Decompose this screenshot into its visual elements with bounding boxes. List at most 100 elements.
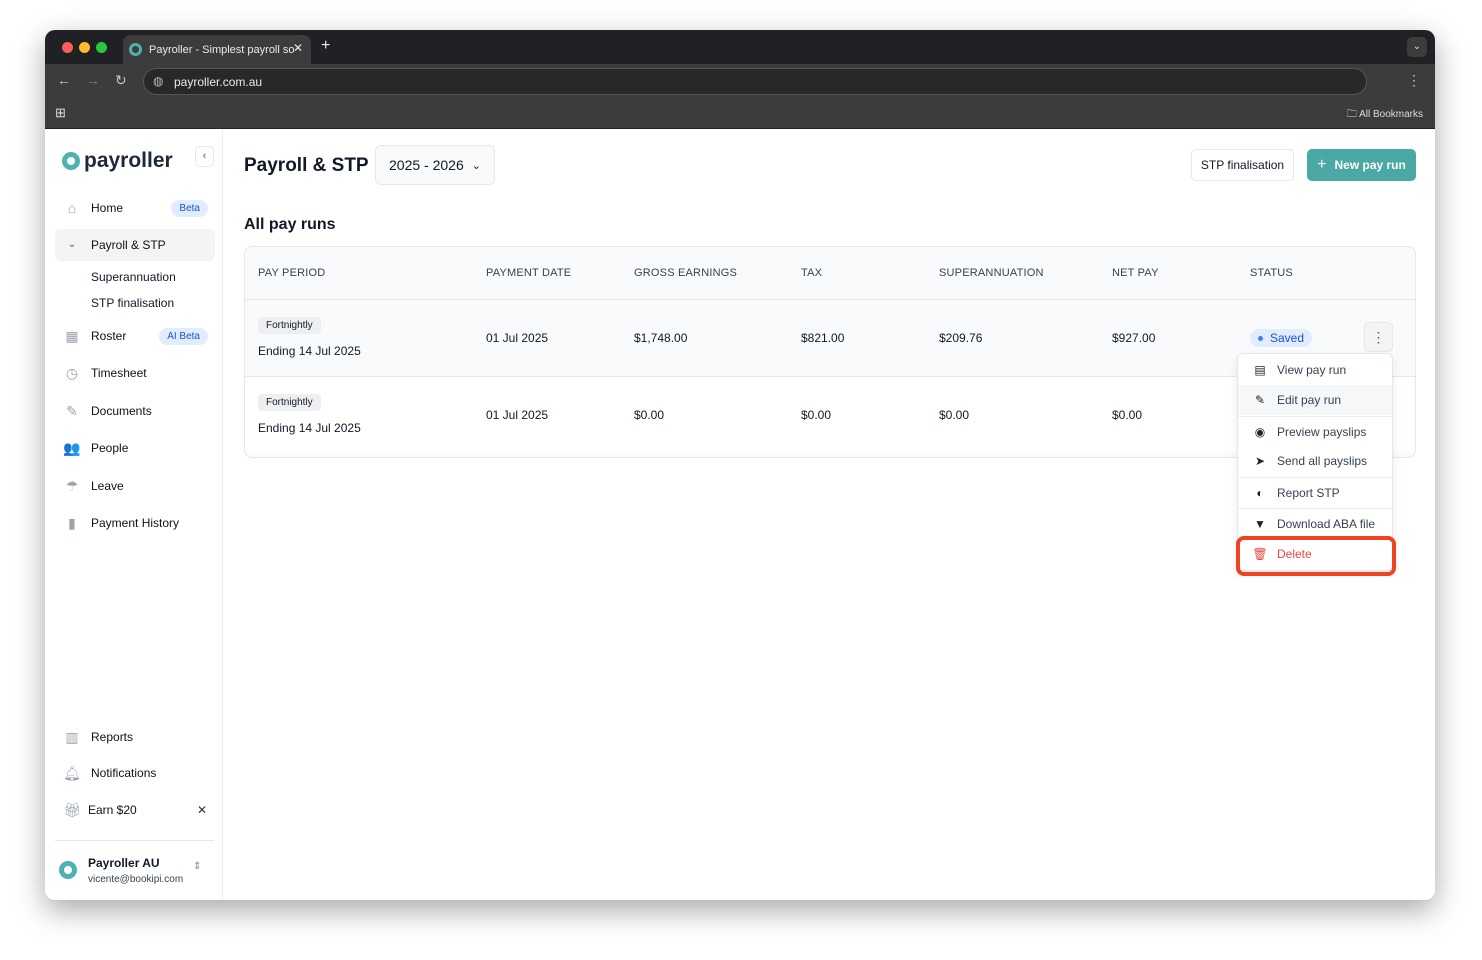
menu-item-edit-pay-run[interactable]: ✎ Edit pay run [1238, 385, 1392, 415]
pay-runs-table: PAY PERIOD PAYMENT DATE GROSS EARNINGS T… [244, 246, 1416, 458]
browser-menu-icon[interactable]: ⋮ [1407, 72, 1421, 88]
sidebar-item-roster[interactable]: ▦ Roster AI Beta [55, 320, 215, 352]
label: Home [91, 201, 124, 215]
label: Delete [1277, 547, 1312, 561]
label: Preview payslips [1277, 424, 1367, 439]
menu-item-delete[interactable]: 🗑︎ Delete [1238, 539, 1392, 569]
tax: $0.00 [801, 408, 832, 422]
dismiss-icon[interactable]: ✕ [196, 803, 207, 817]
sidebar-item-stp-finalisation[interactable]: STP finalisation [91, 296, 175, 310]
browser-window: Payroller - Simplest payroll so ✕ + ⌄ ← →… [45, 30, 1435, 900]
maximize-window-button[interactable] [96, 42, 107, 53]
address-bar[interactable]: ◍ payroller.com.au [143, 68, 1367, 95]
frequency-chip: Fortnightly [258, 317, 321, 334]
home-icon: ⌂ [67, 200, 77, 216]
browser-tab[interactable]: Payroller - Simplest payroll so ✕ [123, 35, 311, 64]
frequency-chip: Fortnightly [258, 394, 321, 411]
column-header: STATUS [1250, 267, 1293, 279]
column-header: NET PAY [1112, 267, 1159, 279]
menu-item-preview-payslips[interactable]: ◉ Preview payslips [1238, 416, 1392, 446]
chevron-updown-icon: ⇕ [193, 861, 202, 872]
menu-item-view-pay-run[interactable]: ▤ View pay run [1238, 355, 1392, 385]
close-window-button[interactable] [62, 42, 73, 53]
back-icon[interactable]: ← [57, 72, 71, 88]
trash-icon: 🗑︎ [1252, 547, 1268, 561]
account-switcher[interactable]: Payroller AU vicente@bookipi.com ⇕ [57, 851, 217, 889]
table-row[interactable]: Fortnightly Ending 14 Jul 2025 01 Jul 20… [245, 299, 1415, 376]
beach-umbrella-icon: ☂ [65, 478, 79, 494]
menu-item-send-all-payslips[interactable]: ➤ Send all payslips [1238, 446, 1392, 476]
collapse-sidebar-button[interactable]: ‹ [195, 146, 214, 167]
sidebar-item-payroll[interactable]: ⌄ Payroll & STP [55, 229, 215, 261]
column-header: TAX [801, 267, 823, 279]
divider [55, 840, 214, 841]
label: Earn $20 [88, 803, 137, 817]
label: Notifications [91, 766, 157, 780]
plus-icon: + [1317, 156, 1327, 173]
beta-badge: Beta [171, 199, 208, 217]
title-bar: Payroller - Simplest payroll so ✕ + ⌄ [45, 30, 1435, 64]
payment-date: 01 Jul 2025 [486, 331, 549, 345]
gross-earnings: $1,748.00 [634, 331, 688, 345]
sidebar-item-leave[interactable]: ☂ Leave [55, 470, 215, 502]
status-badge: Saved [1250, 329, 1313, 347]
url-text: payroller.com.au [174, 74, 263, 89]
apps-icon[interactable]: ⊞ [55, 105, 66, 120]
timesheet-icon: ◷ [65, 365, 79, 381]
tax: $821.00 [801, 331, 845, 345]
minimize-window-button[interactable] [79, 42, 90, 53]
all-bookmarks[interactable]: 🗀 All Bookmarks [1346, 109, 1423, 120]
year-select[interactable]: 2025 - 2026 ⌄ [375, 145, 495, 185]
new-pay-run-button[interactable]: + New pay run [1307, 149, 1416, 181]
new-tab-icon[interactable]: + [321, 37, 331, 54]
logo-text: payroller [84, 149, 173, 172]
bookmarks-bar: ⊞ 🗀 All Bookmarks [45, 98, 1435, 129]
forward-icon[interactable]: → [86, 72, 100, 88]
sidebar-item-people[interactable]: 👥 People [55, 432, 215, 464]
tab-search-icon[interactable]: ⌄ [1407, 37, 1427, 57]
label: Payment History [91, 516, 180, 530]
account-logo-icon [59, 861, 77, 879]
sidebar-item-timesheet[interactable]: ◷ Timesheet [55, 357, 215, 389]
menu-item-report-stp[interactable]: ◐ Report STP [1238, 477, 1392, 507]
superannuation: $0.00 [939, 408, 970, 422]
close-tab-icon[interactable]: ✕ [292, 41, 303, 55]
label: Send all payslips [1277, 454, 1368, 468]
sidebar-item-earn[interactable]: 🎁︎ Earn $20 ✕ [55, 794, 215, 826]
sidebar-item-reports[interactable]: ▥ Reports [55, 721, 215, 753]
gross-earnings: $0.00 [634, 408, 665, 422]
stp-finalisation-button[interactable]: STP finalisation [1191, 149, 1294, 181]
bookmarks-label: All Bookmarks [1359, 109, 1423, 120]
account-email: vicente@bookipi.com [88, 874, 184, 885]
file-icon: ▮ [68, 515, 76, 531]
label: Leave [91, 479, 124, 493]
menu-item-download-aba[interactable]: ▼ Download ABA file [1238, 508, 1392, 538]
sidebar-item-documents[interactable]: ✎ Documents [55, 395, 215, 427]
pay-run-actions-menu: ▤ View pay run ✎ Edit pay run ◉ Preview pay… [1237, 353, 1393, 571]
account-name: Payroller AU [88, 856, 160, 870]
report-icon: ◐ [1256, 485, 1264, 500]
more-options-button[interactable]: ⋮ [1364, 322, 1393, 352]
file-download-icon: ▼ [1254, 516, 1266, 531]
sidebar-item-payment-history[interactable]: ▮ Payment History [55, 507, 215, 539]
browser-toolbar: ← → ↻ ◍ payroller.com.au ⋮ [45, 64, 1435, 98]
bell-icon: 🔔︎ [63, 765, 81, 781]
table-row[interactable]: Fortnightly Ending 14 Jul 2025 01 Jul 20… [245, 376, 1415, 453]
sidebar-item-superannuation[interactable]: Superannuation [91, 270, 176, 284]
reports-icon: ▥ [65, 729, 79, 745]
sidebar-item-notifications[interactable]: 🔔︎ Notifications [55, 757, 215, 789]
eye-icon: ◉ [1254, 424, 1266, 439]
send-icon: ➤ [1254, 454, 1266, 468]
chevron-down-icon: ⌄ [67, 239, 77, 250]
page-title: Payroll & STP [244, 155, 369, 176]
label: Documents [91, 404, 152, 418]
net-pay: $0.00 [1112, 408, 1143, 422]
reload-icon[interactable]: ↻ [115, 72, 127, 88]
section-title: All pay runs [244, 216, 336, 233]
label: Report STP [1277, 485, 1340, 500]
documents-icon: ✎ [66, 403, 78, 419]
favicon-icon [129, 43, 142, 56]
sidebar-item-home[interactable]: ⌂ Home Beta [55, 192, 215, 224]
label: Timesheet [91, 366, 147, 380]
gift-icon: 🎁︎ [63, 802, 81, 818]
